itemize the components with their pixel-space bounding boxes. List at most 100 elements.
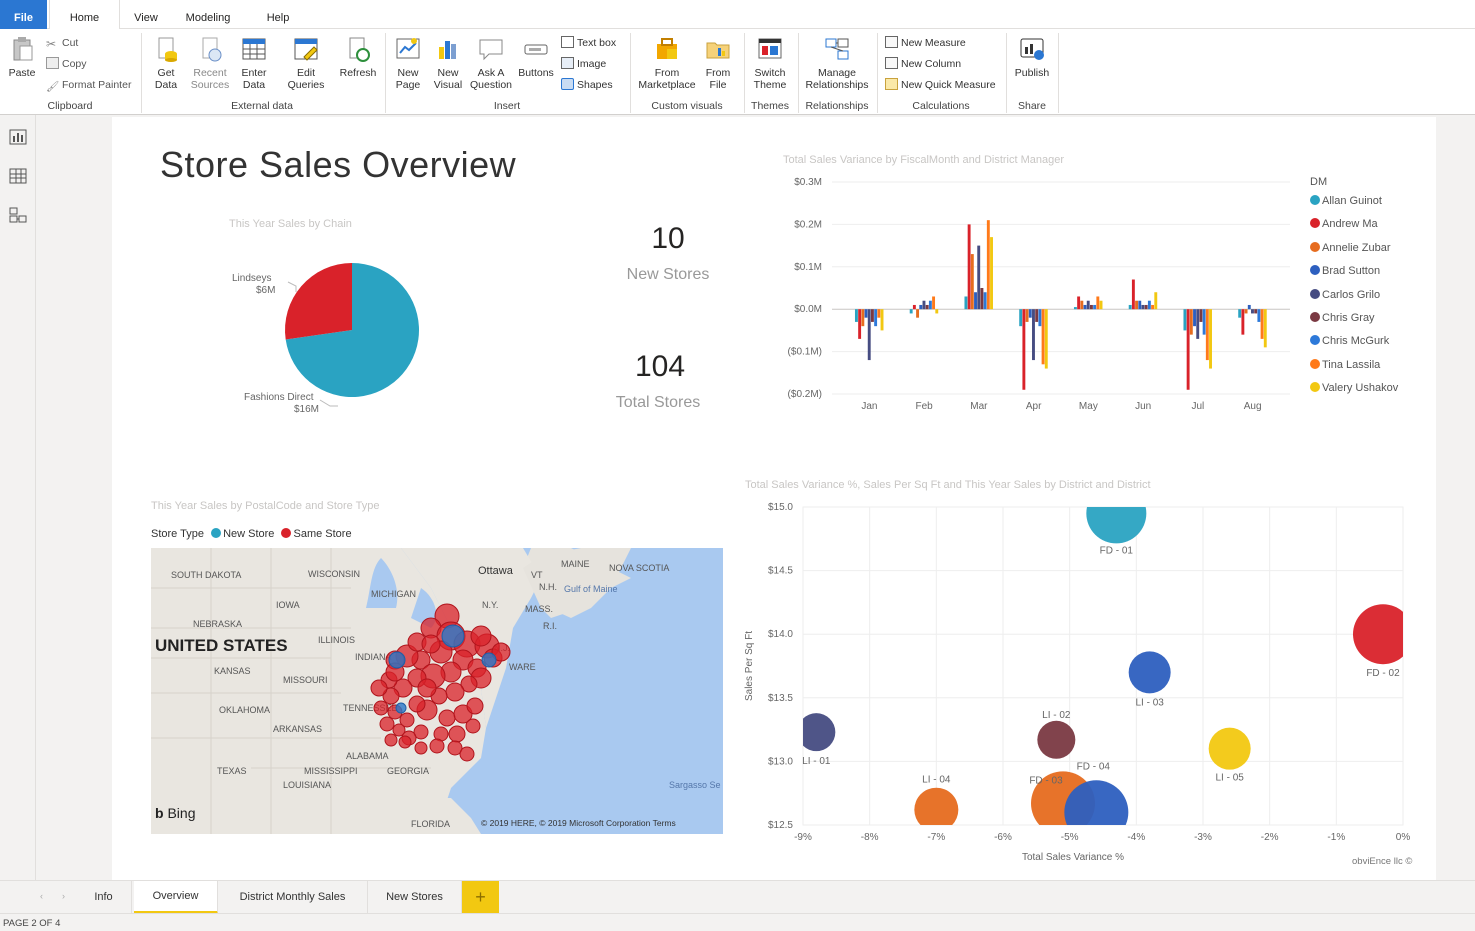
bar-jun-carlos-grilo[interactable]	[1141, 304, 1145, 310]
get-data-button[interactable]: Get Data	[146, 35, 186, 91]
shapes-button[interactable]: Shapes	[561, 77, 613, 93]
bar-mar-chris-gray[interactable]	[980, 288, 984, 310]
bar-jun-tina-lassila[interactable]	[1151, 304, 1155, 310]
map-bubble-new-store[interactable]	[395, 702, 407, 714]
bar-apr-brad-sutton[interactable]	[1028, 309, 1032, 318]
bar-jan-chris-mcgurk[interactable]	[874, 309, 878, 327]
map-bubble-new-store[interactable]	[441, 624, 465, 648]
bar-may-chris-mcgurk[interactable]	[1093, 304, 1097, 310]
bar-aug-chris-gray[interactable]	[1254, 309, 1258, 314]
page-tab-info[interactable]: Info	[76, 881, 132, 914]
column-chart[interactable]: $0.3M $0.2M $0.1M $0.0M ($0.1M) ($0.2M) Jan Feb…	[760, 170, 1300, 420]
bar-legend-item[interactable]: Andrew Ma	[1310, 218, 1378, 230]
map-bubble-same-store[interactable]	[447, 740, 463, 756]
map-bubble-new-store[interactable]	[388, 651, 406, 669]
pie-slice-lindseys[interactable]	[285, 263, 352, 340]
bar-jul-chris-mcgurk[interactable]	[1202, 309, 1206, 335]
map-bubble-same-store[interactable]	[408, 695, 426, 713]
bar-jun-annelie-zubar[interactable]	[1135, 300, 1139, 310]
bar-may-allan-guinot[interactable]	[1073, 307, 1077, 310]
bar-apr-tina-lassila[interactable]	[1041, 309, 1045, 365]
bar-jun-brad-sutton[interactable]	[1138, 300, 1142, 310]
manage-relationships-button[interactable]: Manage Relationships	[802, 35, 872, 91]
ribbon-tab-help[interactable]: Help	[266, 12, 290, 24]
bar-jul-tina-lassila[interactable]	[1205, 309, 1209, 361]
bar-apr-carlos-grilo[interactable]	[1032, 309, 1035, 361]
bar-apr-annelie-zubar[interactable]	[1025, 309, 1029, 322]
bar-jul-andrew-ma[interactable]	[1186, 309, 1190, 390]
map-bubble-same-store[interactable]	[470, 625, 492, 647]
new-quick-measure-button[interactable]: New Quick Measure	[885, 77, 996, 93]
bar-legend-item[interactable]: Brad Sutton	[1310, 265, 1380, 277]
map-bubble-same-store[interactable]	[379, 716, 395, 732]
bar-mar-allan-guinot[interactable]	[964, 296, 968, 310]
ask-question-button[interactable]: Ask A Question	[469, 35, 513, 91]
map-bubble-same-store[interactable]	[491, 642, 511, 662]
scatter-point-fd-02[interactable]	[1353, 604, 1413, 665]
scatter-chart[interactable]: -9% -8% -7% -6% -5% -4% -3% -2% -1% 0% $15.0 $14.5 $…	[740, 495, 1420, 865]
bar-jan-andrew-ma[interactable]	[858, 309, 862, 339]
model-view-icon[interactable]	[9, 207, 27, 223]
format-painter-button[interactable]: 🖌 Format Painter	[46, 77, 131, 93]
bar-jan-chris-gray[interactable]	[870, 309, 874, 322]
from-marketplace-button[interactable]: From Marketplace	[636, 35, 698, 91]
scatter-point-fd-01[interactable]	[1086, 495, 1147, 544]
map-bubble-same-store[interactable]	[373, 700, 389, 716]
scatter-point-li-01[interactable]	[797, 713, 836, 752]
ribbon-tab-modeling[interactable]: Modeling	[185, 12, 231, 24]
bar-aug-allan-guinot[interactable]	[1238, 309, 1242, 318]
map-bubble-same-store[interactable]	[417, 678, 437, 698]
bar-apr-andrew-ma[interactable]	[1022, 309, 1026, 390]
bar-jun-chris-gray[interactable]	[1144, 304, 1148, 310]
bar-mar-brad-sutton[interactable]	[974, 292, 977, 310]
bar-jun-chris-mcgurk[interactable]	[1147, 300, 1151, 310]
new-visual-button[interactable]: New Visual	[430, 35, 466, 91]
bar-feb-chris-gray[interactable]	[925, 304, 929, 310]
bar-jun-valery-ushakov[interactable]	[1154, 292, 1158, 310]
text-box-button[interactable]: Text box	[561, 35, 616, 51]
bar-legend-item[interactable]: Annelie Zubar	[1310, 241, 1391, 254]
bar-may-chris-gray[interactable]	[1089, 304, 1093, 310]
scatter-point-li-02[interactable]	[1037, 720, 1076, 759]
ribbon-tab-view[interactable]: View	[134, 12, 158, 24]
map-bubble-same-store[interactable]	[398, 735, 412, 749]
bar-aug-andrew-ma[interactable]	[1241, 309, 1245, 335]
bar-jan-brad-sutton[interactable]	[864, 309, 868, 318]
bar-aug-tina-lassila[interactable]	[1260, 309, 1264, 339]
bar-jul-valery-ushakov[interactable]	[1209, 309, 1212, 369]
map-visual[interactable]: SOUTH DAKOTA WISCONSIN MICHIGAN IOWA NEBRASK…	[151, 548, 723, 834]
bar-apr-allan-guinot[interactable]	[1019, 309, 1023, 327]
bar-legend-item[interactable]: Tina Lassila	[1310, 358, 1380, 371]
bar-jan-allan-guinot[interactable]	[854, 309, 858, 322]
map-bubble-same-store[interactable]	[399, 712, 415, 728]
new-measure-button[interactable]: New Measure	[885, 35, 966, 51]
bar-mar-carlos-grilo[interactable]	[977, 245, 981, 310]
data-view-icon[interactable]	[9, 168, 27, 184]
bar-may-andrew-ma[interactable]	[1077, 296, 1081, 310]
image-button[interactable]: Image	[561, 56, 606, 72]
bar-aug-chris-mcgurk[interactable]	[1257, 309, 1261, 322]
bar-mar-chris-mcgurk[interactable]	[983, 292, 987, 310]
prev-page-arrow-icon[interactable]: ‹	[40, 891, 43, 901]
bar-may-tina-lassila[interactable]	[1096, 296, 1100, 310]
bar-aug-brad-sutton[interactable]	[1247, 304, 1251, 310]
ribbon-tab-home[interactable]: Home	[49, 0, 120, 30]
next-page-arrow-icon[interactable]: ›	[62, 891, 65, 901]
map-bubble-same-store[interactable]	[429, 738, 445, 754]
new-column-button[interactable]: New Column	[885, 56, 961, 72]
enter-data-button[interactable]: Enter Data	[236, 35, 272, 91]
bar-jul-annelie-zubar[interactable]	[1189, 309, 1193, 335]
map-bubble-same-store[interactable]	[445, 682, 465, 702]
bar-may-carlos-grilo[interactable]	[1086, 300, 1090, 310]
report-view-icon[interactable]	[9, 129, 27, 145]
bar-may-valery-ushakov[interactable]	[1099, 300, 1103, 310]
page-tab-overview[interactable]: Overview	[134, 881, 218, 914]
pie-chart[interactable]	[220, 240, 480, 430]
publish-button[interactable]: Publish	[1011, 35, 1053, 79]
bar-jun-andrew-ma[interactable]	[1131, 279, 1135, 310]
bar-feb-annelie-zubar[interactable]	[916, 309, 920, 318]
scatter-point-li-03[interactable]	[1128, 651, 1171, 694]
bar-jan-annelie-zubar[interactable]	[861, 309, 865, 327]
bar-legend-item[interactable]: Chris McGurk	[1310, 335, 1389, 347]
bar-feb-carlos-grilo[interactable]	[922, 300, 926, 310]
